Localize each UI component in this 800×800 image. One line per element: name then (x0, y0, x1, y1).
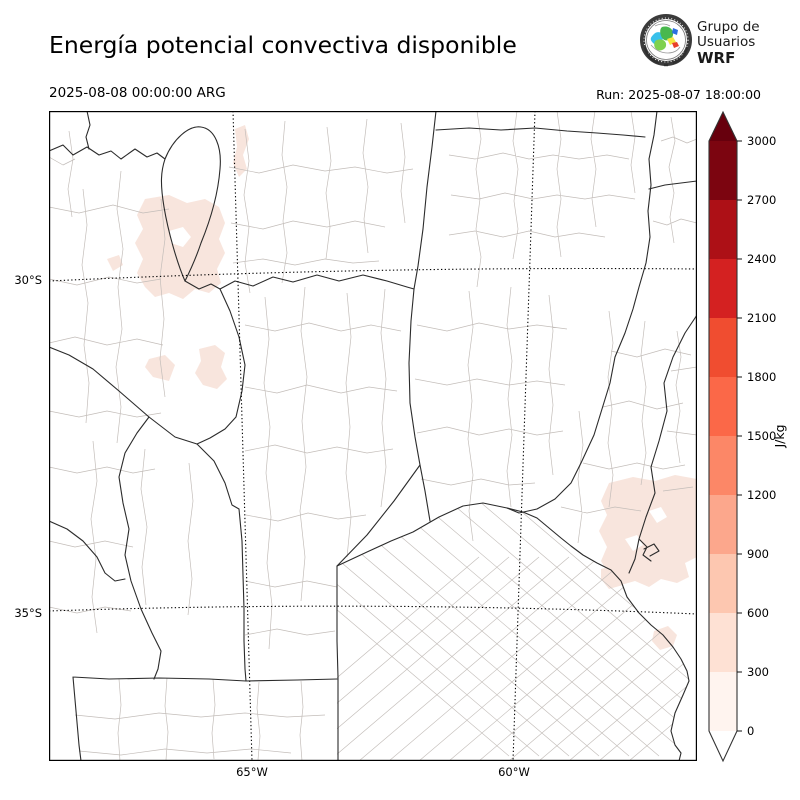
cbar-tick-2400: 2400 (747, 252, 776, 266)
logo-ring-text (643, 17, 689, 63)
border-parana-river (506, 111, 658, 514)
department-borders (49, 111, 697, 761)
border-santiago-santafe (408, 111, 437, 466)
cape-shading-holes (169, 227, 667, 551)
colorbar-segments (709, 112, 737, 761)
departments-west (49, 130, 194, 634)
border-cordoba-southeast (336, 464, 421, 567)
logo-laurel (643, 46, 689, 67)
colorbar: 3000 2700 2400 2100 1800 1500 1200 900 6… (708, 110, 787, 763)
graticule (49, 111, 697, 761)
xtick-60w: 60°W (498, 765, 530, 779)
border-tucuman (160, 126, 221, 282)
map-canvas (49, 111, 697, 761)
cbar-tick-2100: 2100 (747, 311, 776, 325)
cbar-tick-300: 300 (747, 665, 769, 679)
border-cordoba-north (219, 274, 415, 290)
coast-rio-de-la-plata (506, 507, 690, 761)
cbar-tick-3000: 3000 (747, 134, 776, 148)
map-frame (49, 111, 697, 761)
cbar-tick-2700: 2700 (747, 193, 776, 207)
colorbar-arrow-under (709, 731, 737, 761)
colorbar-unit-label: J/kg (772, 424, 787, 448)
cbar-tick-600: 600 (747, 606, 769, 620)
departments-east (560, 310, 697, 544)
cape-shading (107, 125, 697, 650)
cbar-tick-1500: 1500 (747, 429, 776, 443)
border-northwest (49, 144, 166, 160)
border-la-rioja (49, 346, 240, 510)
colorbar-tick-marks (737, 140, 742, 732)
meridian-65w (232, 111, 253, 761)
border-san-luis-cordoba (238, 508, 247, 682)
border-uruguay-river (628, 314, 697, 574)
colorbar-tick-labels: 3000 2700 2400 2100 1800 1500 1200 900 6… (747, 134, 776, 738)
cbar-tick-1200: 1200 (747, 488, 776, 502)
border-buenos-aires-north (336, 502, 508, 567)
logo-line-2: Usuarios (697, 34, 756, 50)
logo-line-1: Grupo de (697, 19, 760, 35)
departments-buenos-aires (337, 503, 689, 761)
meridian-60w (512, 111, 536, 761)
border-buenos-aires-west (336, 565, 339, 761)
ytick-35s: 35°S (14, 606, 42, 620)
ytick-30s: 30°S (14, 273, 42, 287)
xtick-65w: 65°W (236, 765, 268, 779)
cape-blob-northwest (135, 195, 225, 299)
colorbar-arrow-over (709, 112, 737, 141)
departments-center (228, 118, 414, 650)
cbar-tick-1800: 1800 (747, 370, 776, 384)
cape-blob-east (599, 475, 697, 587)
departments-lapampa (74, 677, 326, 761)
border-catamarca (184, 280, 246, 445)
wrf-logo-emblem (640, 14, 692, 67)
valid-time-label: 2025-08-08 00:00:00 ARG (49, 85, 226, 101)
page-title: Energía potencial convectiva disponible (49, 31, 517, 59)
border-mendoza-san-luis (118, 416, 162, 680)
departments-northeast (414, 111, 697, 542)
cbar-tick-900: 900 (747, 547, 769, 561)
wrf-logo-text: Grupo de Usuarios WRF (697, 20, 760, 66)
cbar-tick-0: 0 (747, 724, 754, 738)
logo-line-3: WRF (697, 49, 736, 67)
run-time-label: Run: 2025-08-07 18:00:00 (596, 87, 761, 102)
logo-weather-art (650, 23, 681, 54)
border-la-pampa (72, 676, 338, 761)
border-chaco-corrientes (435, 127, 646, 138)
province-borders (49, 111, 697, 761)
